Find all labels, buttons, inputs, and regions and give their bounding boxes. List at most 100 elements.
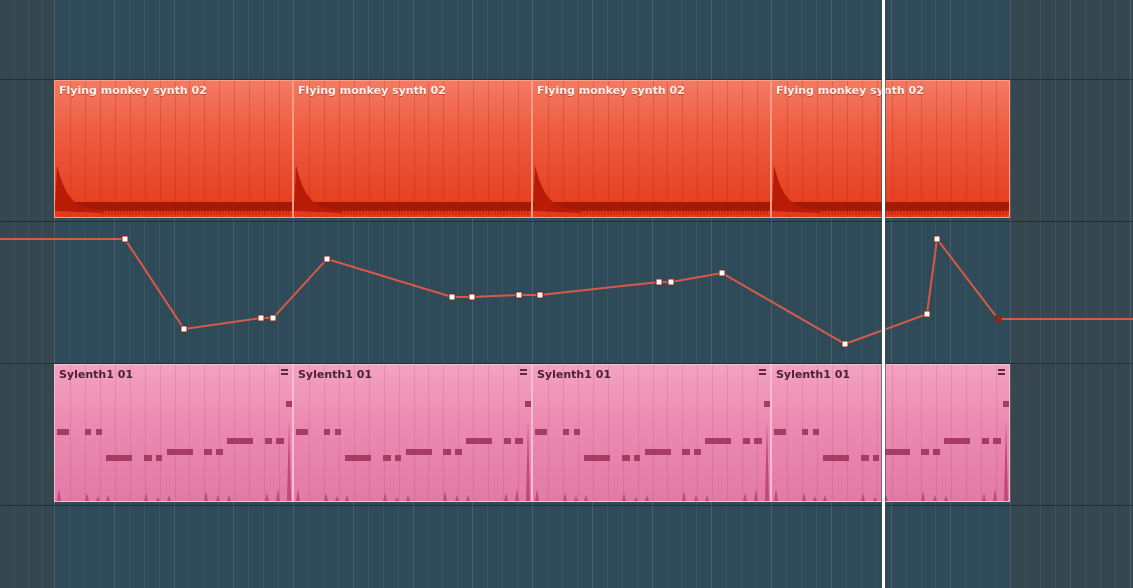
clip-grid-line xyxy=(339,81,340,217)
grid-line xyxy=(54,0,55,588)
note-block xyxy=(286,401,292,407)
audio-waveform xyxy=(294,165,529,215)
note-block xyxy=(813,429,819,435)
automation-point[interactable] xyxy=(269,314,277,322)
automation-curve[interactable] xyxy=(0,236,1133,346)
automation-point[interactable] xyxy=(933,235,941,243)
clip-grid-line xyxy=(608,81,609,217)
note-block xyxy=(85,429,91,435)
clip-grid-line xyxy=(936,365,937,501)
clip-menu-icon[interactable] xyxy=(281,369,288,375)
clip-grid-line xyxy=(354,365,355,501)
pattern-velocity-preview xyxy=(774,421,1008,501)
clip-grid-line xyxy=(742,81,743,217)
audio-waveform xyxy=(772,165,1007,215)
velocity-spike xyxy=(563,493,567,501)
clip-menu-icon[interactable] xyxy=(998,369,1005,375)
clip-grid-line xyxy=(145,365,146,501)
automation-point[interactable] xyxy=(121,235,129,243)
grid-line xyxy=(935,0,936,588)
velocity-spike xyxy=(921,491,925,501)
grid-line xyxy=(965,0,966,588)
clip-grid-line xyxy=(279,365,280,501)
clip-grid-line xyxy=(653,365,654,501)
audio-clip-1[interactable]: Flying monkey synth 02 xyxy=(54,80,293,218)
automation-point[interactable] xyxy=(257,314,265,322)
automation-point[interactable] xyxy=(667,278,675,286)
audio-clip-3[interactable]: Flying monkey synth 02 xyxy=(532,80,771,218)
audio-clip-4[interactable]: Flying monkey synth 02 xyxy=(771,80,1010,218)
velocity-spike xyxy=(216,495,220,501)
clip-grid-line xyxy=(727,365,728,501)
velocity-spike xyxy=(57,489,61,501)
note-block xyxy=(705,438,731,444)
automation-point[interactable] xyxy=(515,291,523,299)
note-block xyxy=(96,429,102,435)
clip-grid-line xyxy=(593,365,594,501)
clip-grid-line xyxy=(309,81,310,217)
velocity-spike xyxy=(296,489,300,501)
velocity-spike xyxy=(813,496,817,501)
velocity-spike xyxy=(933,495,937,501)
automation-point[interactable] xyxy=(448,293,456,301)
grid-line xyxy=(293,0,294,588)
velocity-spike xyxy=(167,495,171,501)
pattern-clip-4[interactable]: Sylenth1 01 xyxy=(771,364,1010,502)
velocity-spike xyxy=(156,497,160,501)
grid-line xyxy=(831,0,832,588)
clip-grid-line xyxy=(966,365,967,501)
clip-menu-icon[interactable] xyxy=(520,369,527,375)
clip-grid-line xyxy=(623,81,624,217)
automation-point[interactable] xyxy=(923,310,931,318)
velocity-spike xyxy=(383,493,387,501)
velocity-spike xyxy=(754,489,758,501)
automation-point[interactable] xyxy=(536,291,544,299)
clip-grid-line xyxy=(966,81,967,217)
clip-grid-line xyxy=(473,365,474,501)
automation-point[interactable] xyxy=(655,278,663,286)
note-block xyxy=(694,449,701,455)
automation-point[interactable] xyxy=(841,340,849,348)
note-block xyxy=(265,438,272,444)
automation-point[interactable] xyxy=(468,293,476,301)
note-block xyxy=(106,455,132,461)
pattern-clip-3[interactable]: Sylenth1 01 xyxy=(532,364,771,502)
playhead-marker[interactable] xyxy=(882,0,885,588)
clip-menu-icon[interactable] xyxy=(759,369,766,375)
track-separator xyxy=(0,221,1133,222)
velocity-spike xyxy=(324,493,328,501)
clip-grid-line xyxy=(563,81,564,217)
pattern-clip-1[interactable]: Sylenth1 01 xyxy=(54,364,293,502)
note-block xyxy=(933,449,940,455)
clip-grid-line xyxy=(324,81,325,217)
audio-clip-2[interactable]: Flying monkey synth 02 xyxy=(293,80,532,218)
note-block xyxy=(383,455,391,461)
automation-point[interactable] xyxy=(180,325,188,333)
automation-point[interactable] xyxy=(994,315,1002,323)
velocity-spike xyxy=(535,489,539,501)
clip-grid-line xyxy=(488,365,489,501)
clip-grid-line xyxy=(623,365,624,501)
note-block xyxy=(645,449,671,455)
clip-grid-line xyxy=(518,81,519,217)
grid-line xyxy=(906,0,907,588)
clip-grid xyxy=(55,81,292,217)
clip-grid-line xyxy=(264,365,265,501)
velocity-spike xyxy=(345,495,349,501)
clip-grid-line xyxy=(130,81,131,217)
automation-point[interactable] xyxy=(323,255,331,263)
clip-grid-line xyxy=(488,81,489,217)
automation-point[interactable] xyxy=(718,269,726,277)
velocity-spike xyxy=(823,495,827,501)
waveform-shape xyxy=(55,165,103,213)
velocity-spike xyxy=(395,497,399,501)
velocity-spike xyxy=(455,495,459,501)
clip-grid-line xyxy=(548,81,549,217)
clip-grid xyxy=(533,365,770,501)
grid-line xyxy=(99,0,100,588)
pattern-clip-2[interactable]: Sylenth1 01 xyxy=(293,364,532,502)
clip-grid-line xyxy=(115,365,116,501)
grid-line xyxy=(801,0,802,588)
